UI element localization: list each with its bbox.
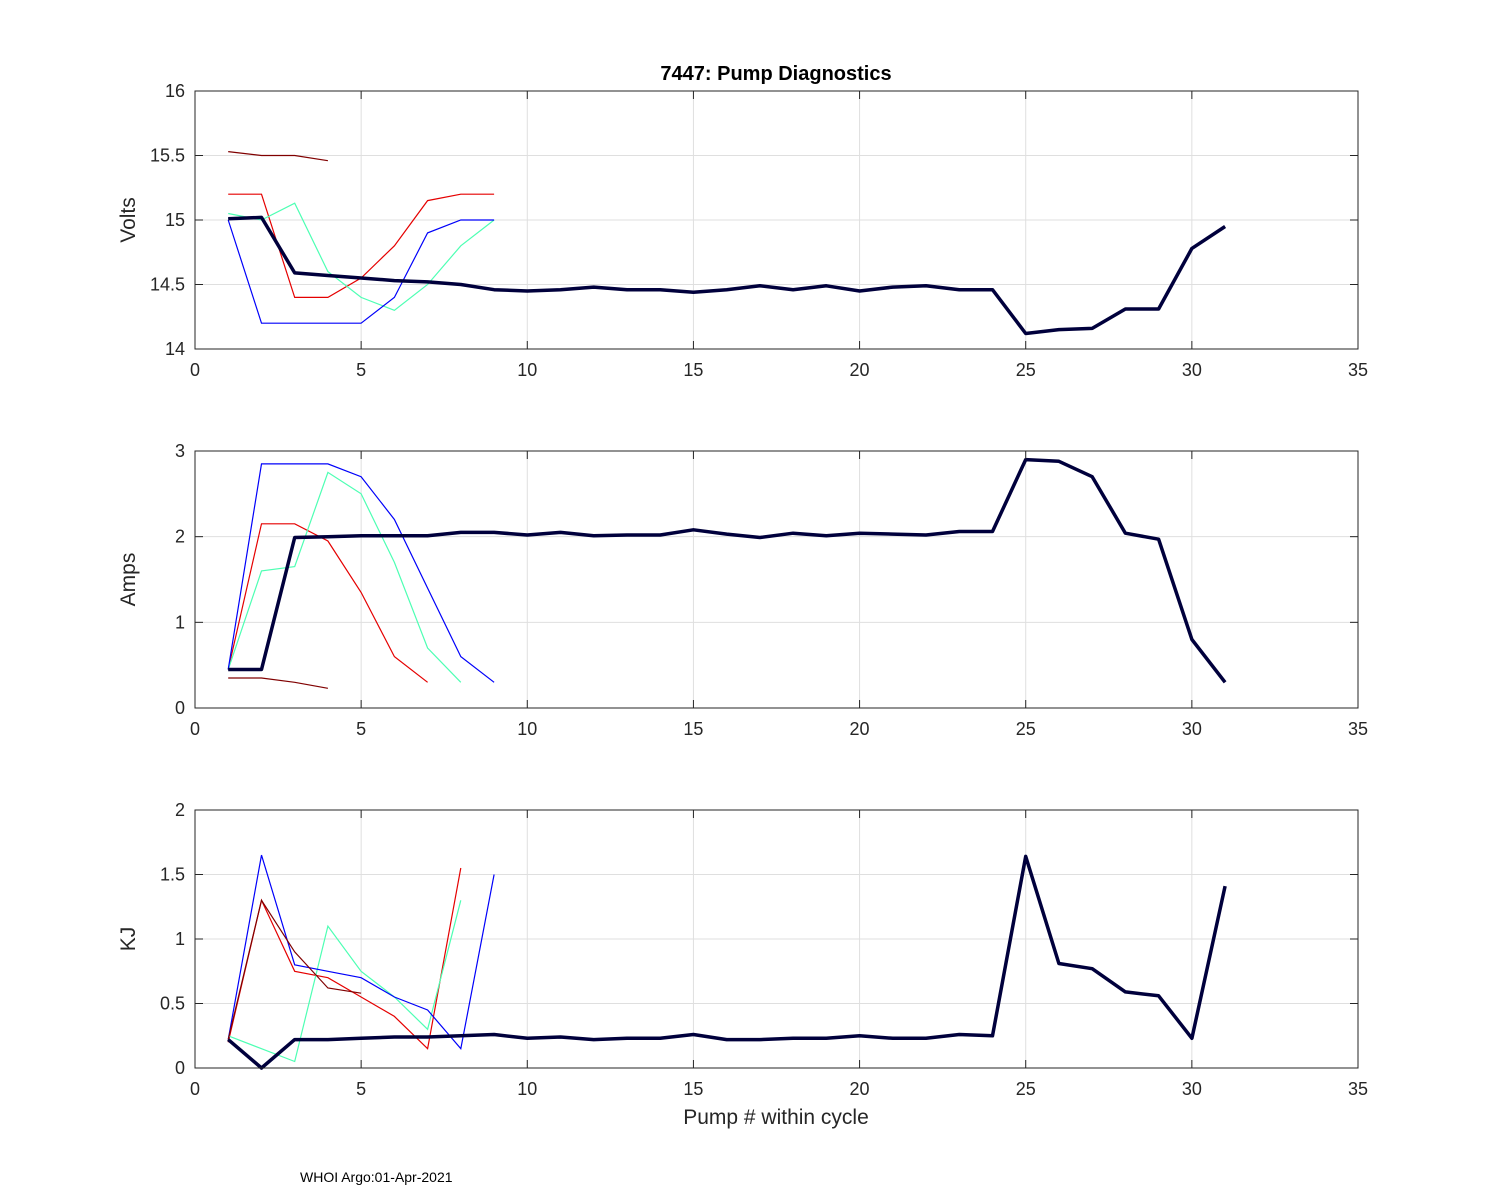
- energy-y-tick-label: 2: [175, 800, 185, 820]
- amps-profile-early-red-line: [227, 523, 428, 683]
- energy-profile-outlier-line: [227, 898, 362, 1040]
- volts-y-tick-label: 14: [165, 339, 185, 359]
- energy-x-tick-label: 30: [1182, 1079, 1202, 1099]
- energy-x-tick-label: 15: [683, 1079, 703, 1099]
- energy-x-tick-label: 20: [850, 1079, 870, 1099]
- energy-y-tick-label: 1: [175, 929, 185, 949]
- amps-profile-late-blue-line: [227, 463, 495, 683]
- energy-mean-line: [227, 854, 1227, 1070]
- energy-y-tick-label: 0.5: [160, 994, 185, 1014]
- amps-x-tick-label: 10: [517, 719, 537, 739]
- volts-profile-green-line: [228, 202, 495, 311]
- volts-y-axis-label: Volts: [117, 197, 140, 243]
- x-axis-label: Pump # within cycle: [683, 1106, 869, 1129]
- amps-y-axis-label: Amps: [117, 553, 140, 607]
- energy-x-tick-label: 25: [1016, 1079, 1036, 1099]
- amps-x-tick-label: 5: [356, 719, 366, 739]
- volts-y-tick-label: 14.5: [150, 275, 185, 295]
- energy-y-axis-label: KJ: [117, 927, 140, 952]
- amps-x-tick-label: 20: [850, 719, 870, 739]
- energy-x-tick-label: 35: [1348, 1079, 1368, 1099]
- volts-x-tick-label: 20: [850, 360, 870, 380]
- amps-mean-line: [228, 457, 1227, 684]
- amps-y-tick-label: 0: [175, 698, 185, 718]
- volts-y-tick-label: 15: [165, 210, 185, 230]
- energy-x-tick-label: 10: [517, 1079, 537, 1099]
- volts-x-tick-label: 30: [1182, 360, 1202, 380]
- amps-x-tick-label: 15: [683, 719, 703, 739]
- amps-x-tick-label: 0: [190, 719, 200, 739]
- amps-panel: 0 5 10 15 20 25 30 35 0 1 2 3 Amps: [117, 441, 1368, 739]
- figure-title: 7447: Pump Diagnostics: [660, 63, 891, 85]
- volts-mean-line: [228, 215, 1227, 336]
- volts-x-tick-label: 5: [356, 360, 366, 380]
- amps-y-tick-label: 2: [175, 527, 185, 547]
- energy-x-tick-label: 0: [190, 1079, 200, 1099]
- amps-y-tick-label: 1: [175, 612, 185, 632]
- amps-y-tick-label: 3: [175, 441, 185, 461]
- volts-profile-late-blue-line: [227, 219, 495, 324]
- volts-y-tick-label: 15.5: [150, 146, 185, 166]
- energy-y-tick-label: 0: [175, 1058, 185, 1078]
- energy-panel: 0 5 10 15 20 25 30 35 0 0.5 1 1.5 2 KJ: [117, 800, 1368, 1099]
- amps-x-tick-label: 25: [1016, 719, 1036, 739]
- energy-profile-green-line: [227, 900, 462, 1063]
- volts-x-tick-label: 10: [517, 360, 537, 380]
- footer-credit: WHOI Argo:01-Apr-2021: [300, 1169, 453, 1185]
- amps-plot-area: [195, 451, 1358, 708]
- volts-profile-outlier-line: [228, 151, 328, 162]
- volts-x-tick-label: 35: [1348, 360, 1368, 380]
- amps-profile-green-line: [227, 471, 462, 683]
- amps-x-tick-label: 30: [1182, 719, 1202, 739]
- amps-profile-outlier-line: [228, 677, 329, 689]
- energy-y-tick-label: 1.5: [160, 865, 185, 885]
- amps-x-tick-label: 35: [1348, 719, 1368, 739]
- volts-x-tick-label: 0: [190, 360, 200, 380]
- energy-x-tick-label: 5: [356, 1079, 366, 1099]
- volts-y-tick-label: 16: [165, 81, 185, 101]
- volts-x-tick-label: 15: [683, 360, 703, 380]
- amps-axes-box: [194, 450, 1359, 709]
- volts-panel: 0 5 10 15 20 25 30 35 14 14.5 15 15.5 16 Volts: [117, 81, 1368, 380]
- energy-profile-early-red-line: [227, 867, 462, 1050]
- volts-x-tick-label: 25: [1016, 360, 1036, 380]
